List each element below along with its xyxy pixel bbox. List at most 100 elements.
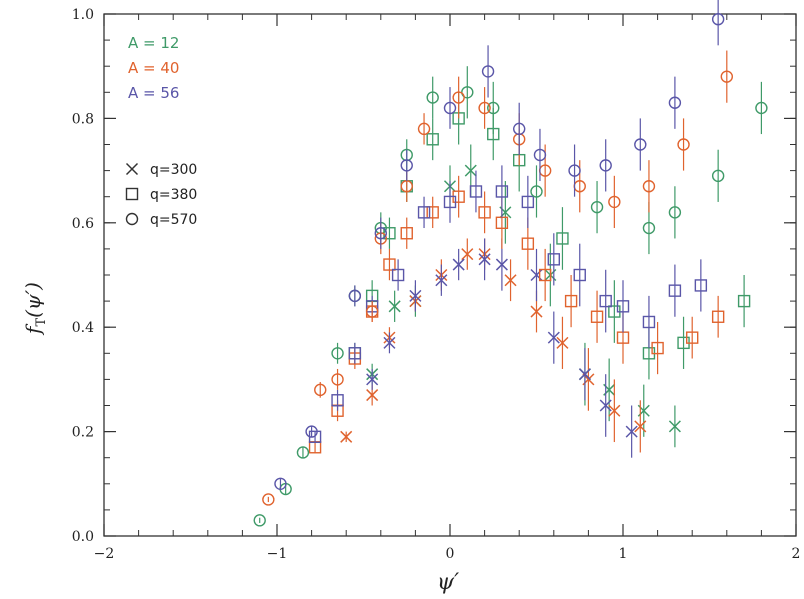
- y-tick-label: 0.2: [72, 425, 94, 441]
- data-point-circle: [296, 446, 310, 459]
- data-point-circle: [668, 76, 682, 129]
- data-point-circle: [568, 144, 581, 197]
- data-point-circle: [478, 87, 491, 129]
- data-point-square: [331, 389, 344, 411]
- legend-q380-label: q=380: [150, 187, 197, 203]
- data-point-cross: [452, 248, 465, 281]
- series-9: [274, 0, 725, 490]
- legend-a56-label: A = 56: [128, 84, 179, 102]
- data-point-circle: [599, 139, 612, 192]
- series-3: [366, 238, 638, 458]
- data-point-square: [556, 207, 569, 270]
- y-tick-label: 0.6: [72, 216, 94, 232]
- x-tick-label: 1: [619, 546, 628, 562]
- x-tick-label: −2: [94, 546, 115, 562]
- data-point-circle: [253, 514, 266, 527]
- series-8: [262, 50, 733, 506]
- data-point-circle: [426, 76, 439, 119]
- data-point-square: [443, 181, 457, 223]
- data-point-cross: [435, 264, 448, 296]
- data-point-square: [694, 259, 708, 312]
- data-point-circle: [590, 181, 604, 234]
- data-point-circle: [533, 128, 547, 182]
- series-6: [308, 165, 708, 444]
- data-point-circle: [608, 175, 621, 229]
- tick-labels: −2 −1 0 1 2 0.0 0.2 0.4 0.6 0.8 1.0: [72, 7, 801, 562]
- data-point-circle: [365, 301, 379, 322]
- legend-square-marker: [125, 187, 139, 201]
- data-points: [253, 0, 768, 527]
- data-point-circle: [400, 149, 413, 182]
- series-1: [366, 144, 681, 448]
- data-point-cross: [388, 290, 401, 322]
- data-point-square: [426, 196, 439, 229]
- data-point-circle: [720, 50, 733, 103]
- data-point-cross: [578, 348, 591, 401]
- data-point-circle: [443, 87, 457, 129]
- y-tick-label: 0.8: [72, 111, 94, 127]
- data-point-cross: [625, 405, 638, 458]
- data-point-circle: [331, 342, 344, 364]
- data-point-circle: [305, 425, 318, 438]
- data-point-square: [521, 175, 535, 229]
- axis-ticks: [103, 13, 797, 537]
- data-point-circle: [314, 382, 327, 398]
- data-point-square: [478, 191, 491, 234]
- data-point-cross: [668, 405, 681, 448]
- data-point-circle: [452, 76, 465, 119]
- data-point-circle: [642, 160, 656, 213]
- data-point-circle: [711, 0, 725, 46]
- legend-a12-label: A = 12: [128, 34, 179, 52]
- data-point-square: [426, 118, 439, 161]
- data-point-circle: [711, 149, 725, 202]
- data-point-square: [391, 259, 405, 291]
- legend-q570-label: q=570: [150, 212, 197, 228]
- data-point-square: [737, 275, 751, 328]
- data-point-square: [348, 342, 362, 364]
- data-point-square: [668, 264, 682, 317]
- legend-cross-marker: [125, 162, 139, 176]
- data-point-square: [383, 248, 396, 281]
- momentum-legend: q=300 q=380 q=570: [125, 162, 197, 228]
- data-point-circle: [374, 217, 387, 249]
- data-point-circle: [481, 45, 495, 98]
- data-point-circle: [634, 118, 647, 171]
- data-point-square: [417, 196, 431, 229]
- data-point-circle: [417, 113, 431, 145]
- data-point-circle: [348, 285, 362, 307]
- data-point-square: [599, 269, 612, 333]
- y-axis-label-tail: (ψ′): [21, 282, 45, 318]
- data-point-cross: [634, 400, 647, 453]
- series-5: [308, 175, 725, 454]
- legend-a40-label: A = 40: [128, 59, 179, 77]
- data-point-square: [400, 217, 413, 249]
- data-point-square: [642, 295, 656, 349]
- data-point-square: [469, 170, 483, 213]
- y-axis-label-sub: T: [34, 318, 49, 327]
- y-tick-label: 0.4: [72, 320, 94, 336]
- data-point-square: [686, 316, 699, 359]
- nucleus-legend: A = 12 A = 40 A = 56: [128, 34, 179, 102]
- data-point-cross: [556, 316, 569, 369]
- data-point-cross: [608, 379, 621, 443]
- data-point-circle: [461, 66, 474, 119]
- data-point-cross: [340, 430, 353, 443]
- data-point-circle: [487, 81, 500, 135]
- data-point-cross: [504, 259, 517, 302]
- data-point-circle: [755, 81, 768, 135]
- data-point-circle: [274, 477, 287, 490]
- x-tick-label: −1: [267, 546, 288, 562]
- data-point-cross: [478, 238, 491, 281]
- data-point-cross: [409, 280, 422, 312]
- data-point-square: [538, 248, 552, 302]
- data-point-square: [547, 233, 560, 286]
- data-point-square: [564, 275, 578, 328]
- data-point-square: [590, 290, 604, 343]
- data-point-square: [616, 280, 630, 333]
- data-point-square: [495, 165, 509, 218]
- data-point-square: [308, 441, 322, 454]
- x-tick-label: 2: [792, 546, 801, 562]
- series-4: [348, 92, 751, 380]
- y-axis-label: fT(ψ′): [21, 282, 49, 336]
